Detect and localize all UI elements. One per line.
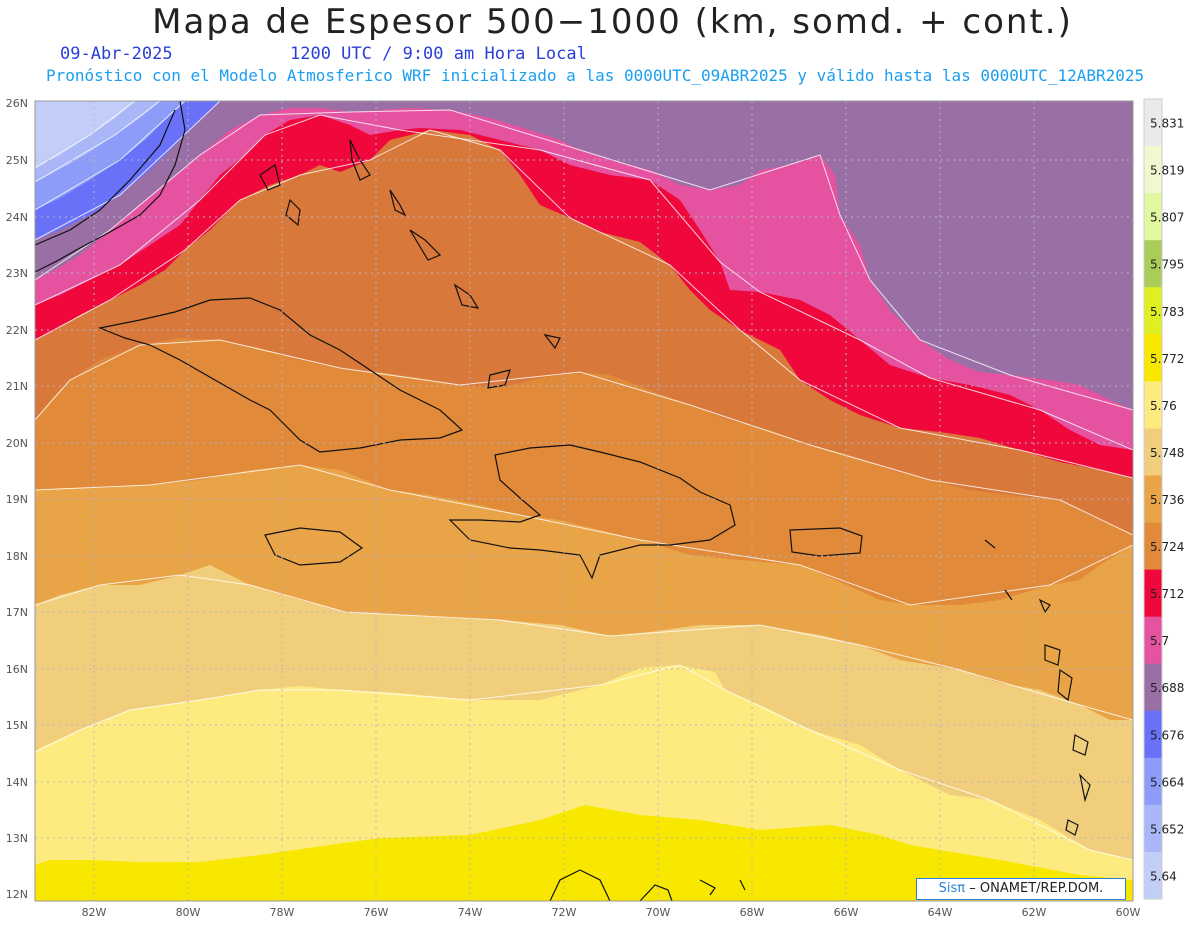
colorbar-label: 5.819 (1150, 164, 1184, 178)
lon-label: 78W (270, 906, 295, 919)
colorbar-swatch (1144, 428, 1162, 476)
lat-label: 24N (6, 211, 28, 224)
colorbar-label: 5.712 (1150, 587, 1184, 601)
lat-label: 25N (6, 154, 28, 167)
lat-label: 14N (6, 776, 28, 789)
colorbar-label: 5.688 (1150, 681, 1184, 695)
gridlines (35, 101, 1133, 901)
forecast-time: 1200 UTC / 9:00 am Hora Local (290, 44, 587, 64)
lon-label: 74W (458, 906, 483, 919)
map-title: Mapa de Espesor 500−1000 (km, somd. + co… (152, 2, 1073, 42)
lon-label: 62W (1022, 906, 1047, 919)
colorbar-label: 5.64 (1150, 869, 1177, 883)
cuba-coast (97, 297, 464, 453)
colorbar-frame (1143, 98, 1163, 900)
lon-label: 68W (740, 906, 765, 919)
colorbar-label: 5.76 (1150, 399, 1177, 413)
colorbar-swatch (1144, 146, 1162, 194)
hispaniola-coast (448, 444, 736, 580)
lon-label: 72W (552, 906, 577, 919)
lat-label: 16N (6, 663, 28, 676)
colorbar-swatch (1144, 710, 1162, 759)
colorbar-swatch (1144, 334, 1162, 382)
colorbar-label: 5.772 (1150, 352, 1184, 366)
longitude-labels: 82W 80W 78W 76W 74W 72W 70W 68W 66W 64W … (82, 906, 1141, 919)
colorbar-label: 5.724 (1150, 540, 1184, 554)
colorbar-swatch (1144, 804, 1162, 853)
lon-label: 70W (646, 906, 671, 919)
lon-label: 82W (82, 906, 107, 919)
lon-label: 80W (176, 906, 201, 919)
thickness-fill (35, 101, 1133, 901)
latitude-labels: 26N 25N 24N 23N 22N 21N 20N 19N 18N 17N … (6, 97, 28, 901)
colorbar-swatch (1144, 522, 1162, 571)
lat-label: 23N (6, 267, 28, 280)
coastlines (35, 101, 1091, 901)
forecast-date: 09-Abr-2025 (60, 44, 173, 64)
colorbar-label: 5.652 (1150, 822, 1184, 836)
colorbar-label: 5.795 (1150, 258, 1184, 272)
lon-label: 64W (928, 906, 953, 919)
band-5676 (35, 101, 1133, 410)
colorbar-swatch (1144, 193, 1162, 241)
colorbar-swatch (1144, 381, 1162, 429)
credit-box: Sisπ – ONAMET/REP.DOM. (916, 878, 1126, 900)
colorbar-swatch (1144, 99, 1162, 147)
colorbar-swatch (1144, 757, 1162, 806)
lat-label: 12N (6, 888, 28, 901)
lesser-antilles-coast (984, 539, 1091, 836)
map-frame (34, 100, 1134, 902)
colorbar: 5.831 5.819 5.807 5.795 5.783 5.772 5.76 5.748 5… (1143, 98, 1184, 900)
lat-label: 26N (6, 97, 28, 110)
colorbar-swatch (1144, 240, 1162, 288)
colorbar-swatch (1144, 287, 1162, 335)
lat-label: 21N (6, 380, 28, 393)
puerto-rico-coast (789, 527, 863, 557)
lat-label: 22N (6, 324, 28, 337)
credit-brand: Sisπ (938, 881, 966, 896)
lat-label: 20N (6, 437, 28, 450)
colorbar-label: 5.676 (1150, 728, 1184, 742)
lon-label: 60W (1116, 906, 1141, 919)
colorbar-label: 5.748 (1150, 446, 1184, 460)
colorbar-swatch (1144, 569, 1162, 618)
lat-label: 15N (6, 719, 28, 732)
lat-label: 19N (6, 493, 28, 506)
lat-label: 13N (6, 832, 28, 845)
lon-label: 76W (364, 906, 389, 919)
colorbar-swatch (1144, 851, 1162, 900)
lat-label: 18N (6, 550, 28, 563)
colorbar-swatch (1144, 475, 1162, 524)
colorbar-label: 5.736 (1150, 493, 1184, 507)
model-run-info: Pronóstico con el Modelo Atmosferico WRF… (46, 66, 1145, 85)
lon-label: 66W (834, 906, 859, 919)
credit-org: – ONAMET/REP.DOM. (969, 881, 1104, 896)
colorbar-label: 5.831 (1150, 117, 1184, 131)
colorbar-label: 5.7 (1150, 634, 1169, 648)
jamaica-coast (264, 527, 364, 566)
florida-coast (35, 101, 186, 273)
colorbar-swatch (1144, 663, 1162, 712)
colorbar-label: 5.783 (1150, 305, 1184, 319)
lat-label: 17N (6, 606, 28, 619)
bahamas-coast (259, 139, 561, 389)
band-lt-5640 (35, 101, 135, 168)
colorbar-label: 5.664 (1150, 775, 1184, 789)
south-america-coast (549, 869, 746, 901)
colorbar-label: 5.807 (1150, 211, 1184, 225)
colorbar-swatch (1144, 616, 1162, 665)
